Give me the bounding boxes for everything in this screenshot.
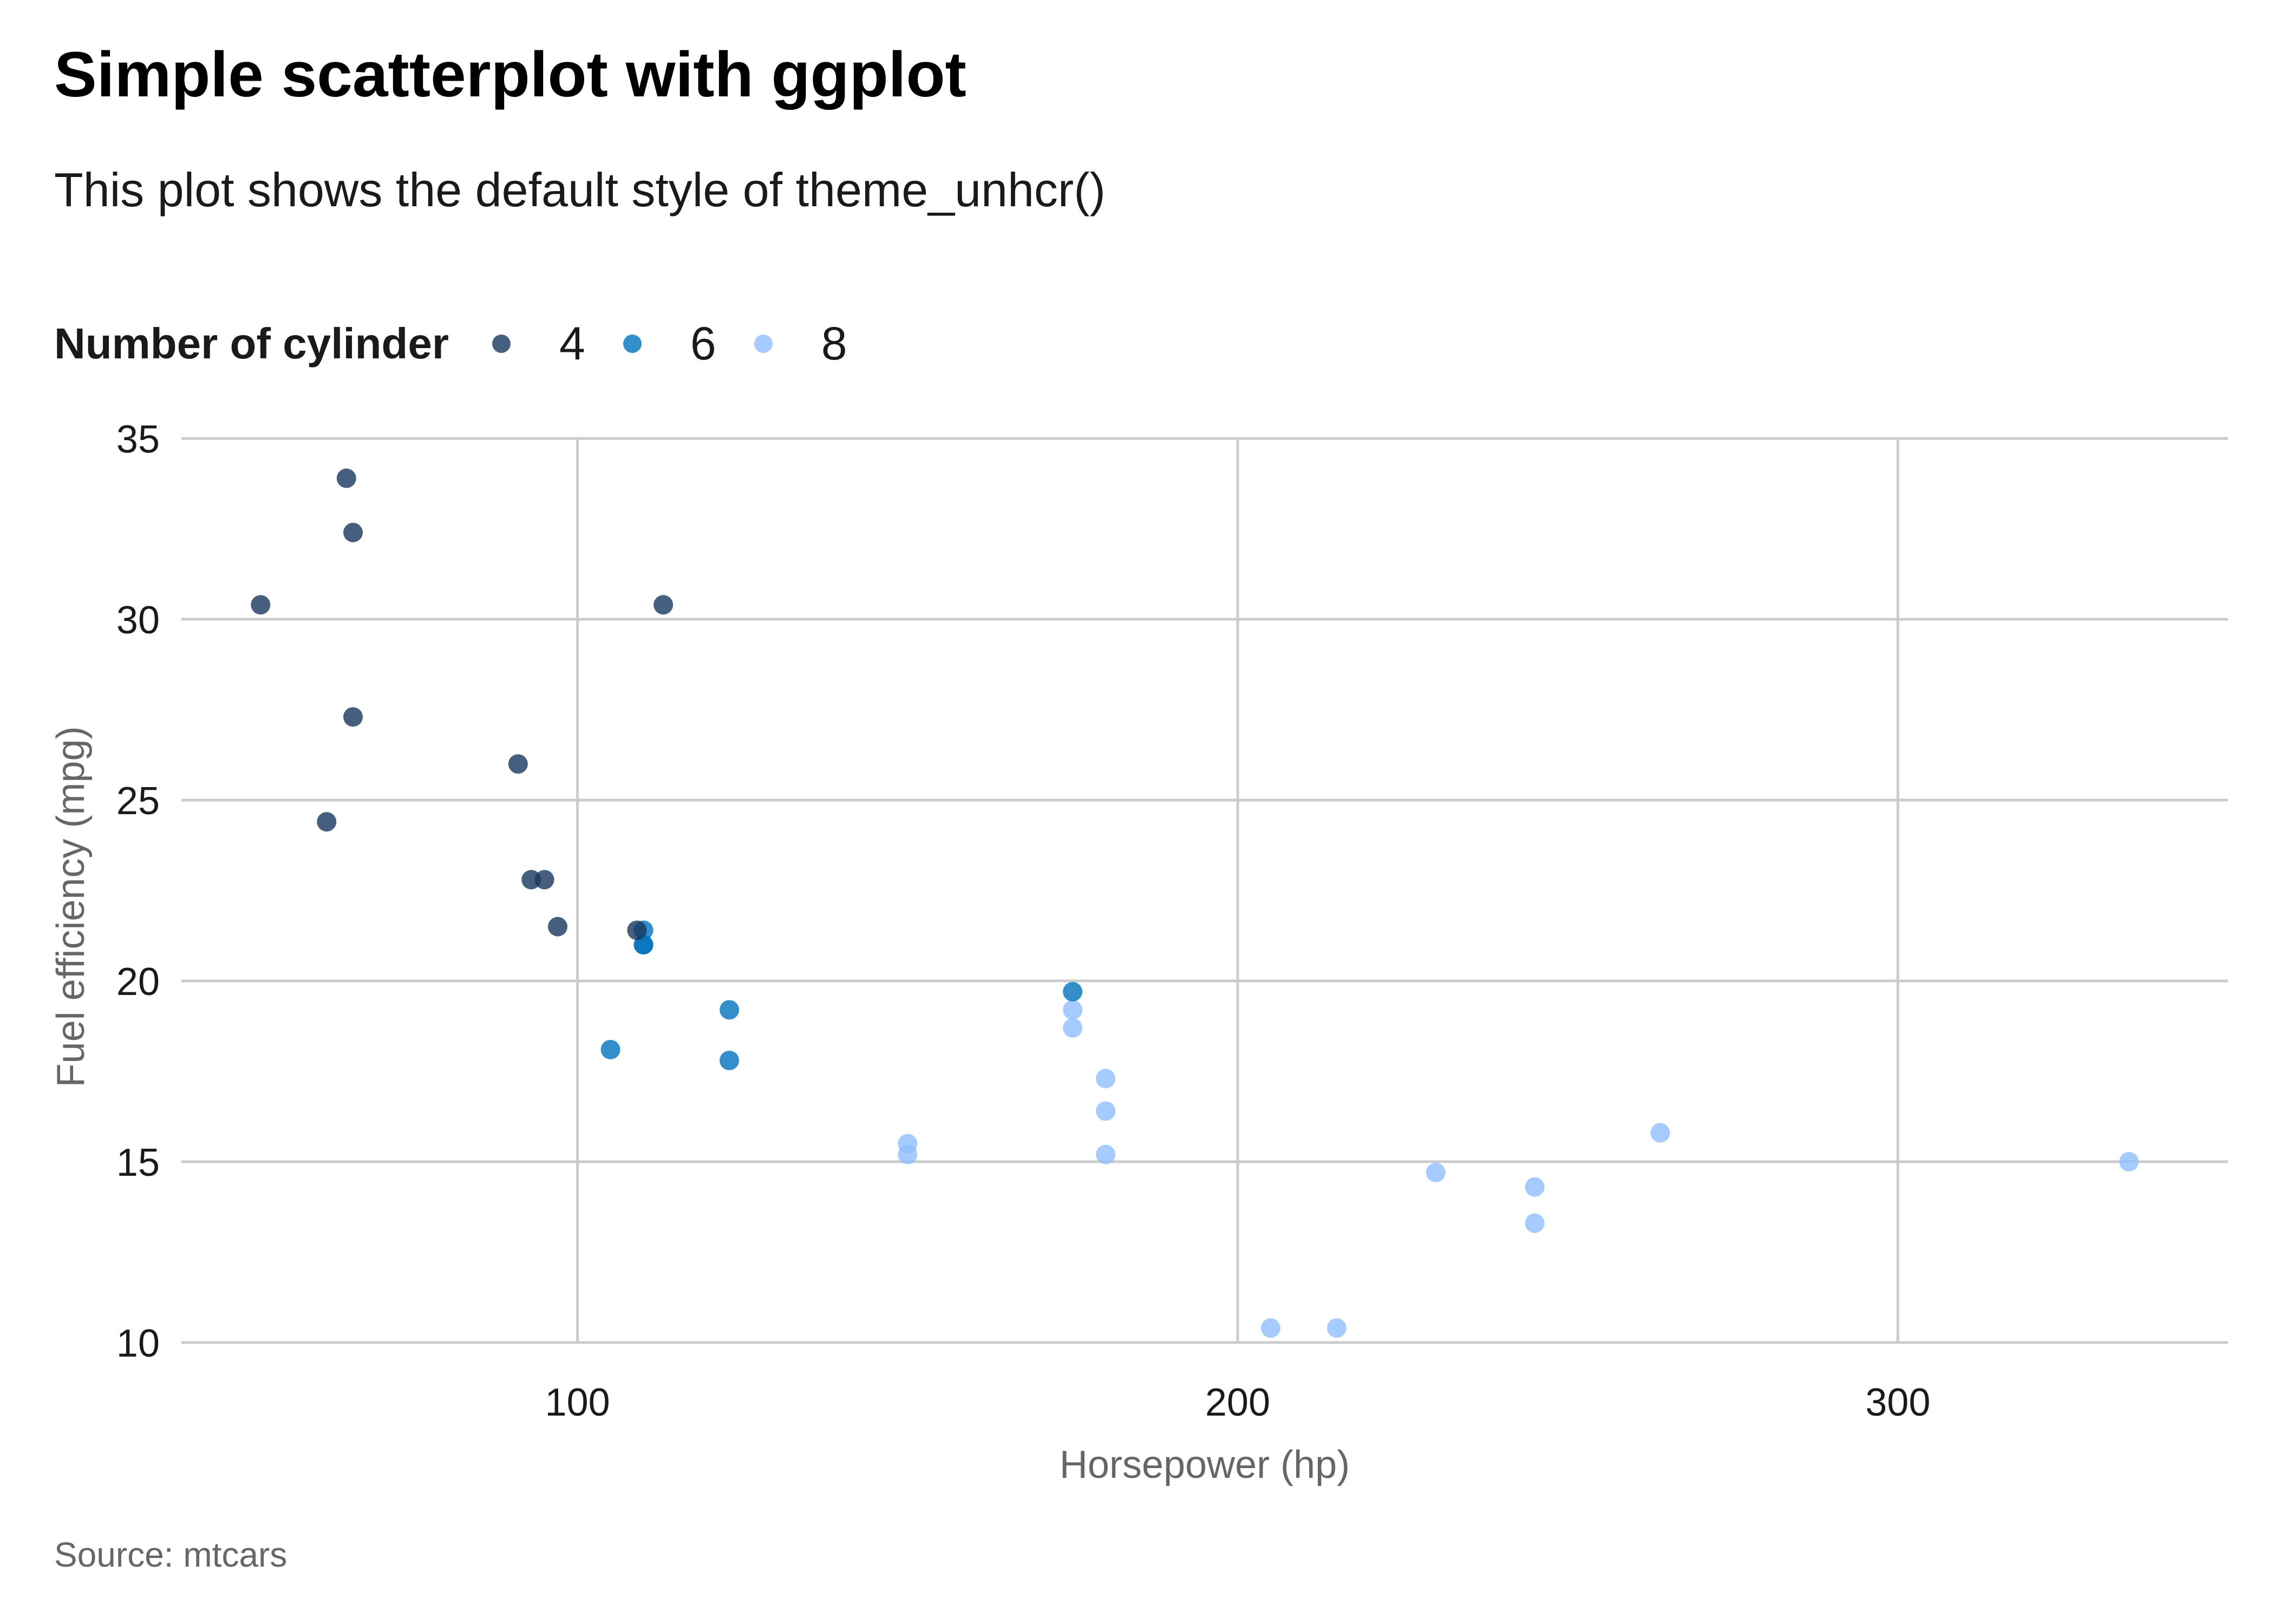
legend-item-8: 8 <box>754 317 847 371</box>
point-cyl8-2 <box>1096 1101 1116 1121</box>
point-cyl4-3 <box>343 522 363 542</box>
legend-title: Number of cylinder <box>54 319 449 368</box>
legend-marker-4 <box>492 335 511 353</box>
legend-item-4: 4 <box>492 317 585 371</box>
tick-labels: 10 15 20 25 30 35 100 200 300 <box>116 418 1930 1424</box>
y-axis-title: Fuel efficiency (mpg) <box>49 726 93 1088</box>
legend: Number of cylinder 4 6 8 <box>54 317 885 371</box>
y-tick-label-35: 35 <box>116 418 160 461</box>
point-cyl8-12 <box>1650 1123 1670 1143</box>
y-tick-label-20: 20 <box>116 960 160 1004</box>
x-tick-label-300: 300 <box>1865 1381 1930 1424</box>
point-cyl8-0 <box>1063 1018 1083 1038</box>
point-cyl6-4 <box>720 1000 740 1020</box>
point-cyl4-6 <box>548 916 568 937</box>
y-tick-label-15: 15 <box>116 1141 160 1184</box>
y-tick-label-30: 30 <box>116 599 160 642</box>
point-cyl8-1 <box>1525 1177 1545 1197</box>
point-cyl8-9 <box>898 1144 918 1164</box>
point-cyl6-3 <box>600 1039 620 1059</box>
x-axis-title: Horsepower (hp) <box>1060 1443 1350 1487</box>
point-cyl8-13 <box>2119 1152 2139 1171</box>
legend-marker-6 <box>623 335 642 353</box>
point-cyl8-10 <box>1525 1213 1545 1233</box>
point-cyl8-4 <box>1096 1144 1116 1164</box>
point-cyl4-8 <box>508 754 528 774</box>
legend-label-8: 8 <box>821 317 847 370</box>
point-cyl4-9 <box>654 595 674 615</box>
point-cyl4-4 <box>251 595 271 615</box>
point-cyl6-6 <box>1063 982 1083 1002</box>
point-cyl8-6 <box>1327 1318 1347 1338</box>
y-tick-label-10: 10 <box>116 1322 160 1365</box>
data-points <box>251 468 2139 1338</box>
point-cyl8-7 <box>1426 1163 1446 1183</box>
point-cyl8-11 <box>1063 1000 1083 1020</box>
x-tick-label-100: 100 <box>545 1381 610 1424</box>
grid-lines <box>181 437 2228 1344</box>
point-cyl4-10 <box>627 920 647 940</box>
legend-item-6: 6 <box>623 317 716 371</box>
legend-label-6: 6 <box>690 317 716 370</box>
point-cyl6-1 <box>633 935 654 955</box>
point-cyl4-2 <box>534 869 554 889</box>
point-cyl4-7 <box>343 707 363 727</box>
y-tick-label-25: 25 <box>116 780 160 823</box>
chart-subtitle: This plot shows the default style of the… <box>54 163 1106 217</box>
chart-title: Simple scatterplot with ggplot <box>54 39 966 110</box>
x-tick-label-200: 200 <box>1205 1381 1270 1424</box>
point-cyl4-1 <box>317 812 337 832</box>
point-cyl8-3 <box>1096 1069 1116 1089</box>
legend-label-4: 4 <box>559 317 585 370</box>
legend-marker-8 <box>754 335 773 353</box>
point-cyl4-5 <box>336 468 356 488</box>
source-caption: Source: mtcars <box>54 1535 287 1574</box>
point-cyl6-5 <box>720 1050 740 1070</box>
point-cyl8-5 <box>1260 1318 1280 1338</box>
